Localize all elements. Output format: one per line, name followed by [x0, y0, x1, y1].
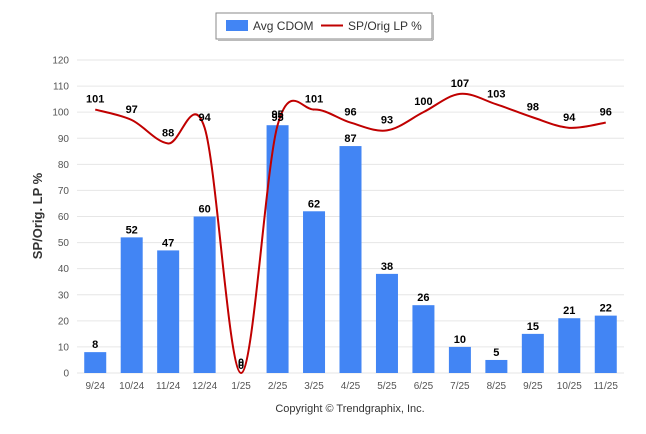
y-tick-label-100: 100 [52, 108, 69, 119]
bar-7/25 [448, 346, 471, 373]
bar-3/25 [303, 211, 326, 373]
line-value-label: 88 [162, 127, 174, 139]
x-tick-label: 11/25 [594, 381, 619, 392]
x-axis-ticks: 9/24 10/24 11/24 12/24 1/25 2/25 3/25 4/25 5/25 6… [85, 381, 618, 392]
legend-bar-swatch [226, 20, 248, 31]
x-tick-label: 3/25 [304, 381, 324, 392]
bar-11/25 [594, 315, 617, 373]
line-value-label: 107 [451, 78, 469, 90]
y-tick-label-20: 20 [58, 316, 70, 327]
x-tick-label: 9/25 [523, 381, 543, 392]
bar-6/25 [412, 305, 435, 373]
bar-10/24 [120, 237, 143, 373]
bar-9/25 [521, 333, 544, 373]
bar-value-label: 47 [162, 237, 174, 249]
y-tick-label-50: 50 [58, 238, 70, 249]
bar-value-label: 5 [493, 347, 499, 359]
x-tick-label: 11/24 [156, 381, 181, 392]
bar-10/25 [558, 318, 581, 373]
bar-value-label: 10 [454, 334, 466, 346]
bar-value-label: 22 [600, 303, 612, 315]
y-axis-title: SP/Orig. LP % [30, 172, 45, 259]
line-value-label: 103 [487, 88, 505, 100]
copyright-footer: Copyright © Trendgraphix, Inc. [275, 403, 424, 415]
x-tick-label: 2/25 [268, 381, 288, 392]
line-value-label: 101 [305, 94, 323, 106]
line-value-label: 100 [414, 96, 432, 108]
x-tick-label: 10/25 [557, 381, 582, 392]
y-tick-label-120: 120 [52, 56, 69, 67]
bar-11/24 [157, 250, 180, 373]
sp-orig-lp-line [94, 92, 606, 375]
bar-value-label: 95 [271, 112, 283, 124]
line-data-labels: 101 97 88 94 0 95 101 96 93 100 107 103 98 94 96 [86, 78, 612, 369]
legend: Avg CDOM SP/Orig LP % [215, 12, 434, 41]
bar-value-label: 8 [92, 339, 98, 351]
line-value-label: 94 [563, 112, 576, 124]
bar-4/25 [339, 146, 362, 373]
x-tick-label: 4/25 [341, 381, 361, 392]
bar-2/25 [266, 125, 289, 373]
y-axis-ticks: 0 10 20 30 40 50 60 70 80 90 100 110 120 [52, 56, 69, 380]
y-tick-label-90: 90 [58, 134, 70, 145]
line-value-label: 93 [381, 114, 393, 126]
x-tick-label: 6/25 [414, 381, 434, 392]
y-tick-label-10: 10 [58, 342, 70, 353]
x-tick-label: 12/24 [192, 381, 217, 392]
y-tick-label-110: 110 [53, 82, 69, 93]
x-tick-label: 5/25 [377, 381, 397, 392]
line-value-label: 98 [527, 101, 539, 113]
y-tick-label-70: 70 [58, 186, 70, 197]
line-value-label: 96 [344, 107, 356, 119]
bar-series [84, 125, 617, 373]
line-value-label: 94 [199, 112, 212, 124]
legend-label-line: SP/Orig LP % [348, 19, 422, 33]
y-tick-label-40: 40 [58, 264, 70, 275]
x-tick-label: 1/25 [231, 381, 251, 392]
line-value-label: 96 [600, 107, 612, 119]
legend-label-bar: Avg CDOM [253, 19, 313, 33]
x-tick-label: 9/24 [85, 381, 105, 392]
bar-value-label: 87 [344, 133, 356, 145]
bar-value-label: 0 [238, 360, 244, 372]
line-value-label: 97 [126, 104, 138, 116]
y-tick-label-60: 60 [58, 212, 70, 223]
bar-value-label: 62 [308, 198, 320, 210]
line-series [94, 92, 606, 375]
bar-value-label: 52 [126, 224, 138, 236]
x-tick-label: 10/24 [119, 381, 144, 392]
bar-data-labels: 8 52 47 60 0 95 62 87 38 26 10 5 15 21 22 [92, 112, 612, 372]
bar-12/24 [193, 216, 216, 373]
bar-value-label: 21 [563, 305, 575, 317]
y-tick-label-0: 0 [63, 369, 69, 380]
bar-value-label: 38 [381, 261, 393, 273]
bar-value-label: 60 [199, 204, 211, 216]
bar-value-label: 15 [527, 321, 539, 333]
y-tick-label-80: 80 [58, 160, 70, 171]
y-tick-label-30: 30 [58, 290, 70, 301]
line-value-label: 95 [271, 109, 283, 121]
bar-value-label: 26 [417, 292, 429, 304]
bar-8/25 [485, 359, 508, 373]
x-tick-label: 8/25 [487, 381, 507, 392]
bar-5/25 [375, 273, 398, 373]
bar-9/24 [84, 352, 107, 373]
line-value-label: 101 [86, 94, 104, 106]
x-tick-label: 7/25 [450, 381, 470, 392]
line-value-label: 0 [238, 357, 244, 369]
